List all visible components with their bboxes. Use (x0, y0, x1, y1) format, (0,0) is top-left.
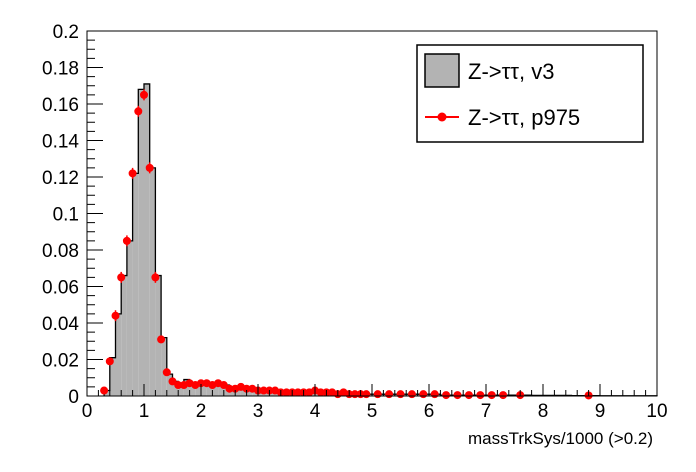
y-tick-label: 0.1 (53, 205, 79, 226)
data-point (430, 390, 439, 399)
data-point (128, 169, 137, 178)
data-point (197, 379, 205, 388)
data-point (293, 388, 302, 397)
x-tick-label: 9 (595, 401, 606, 422)
y-tick-label: 0.06 (42, 278, 79, 299)
data-point (100, 386, 109, 395)
data-point (464, 391, 473, 400)
histogram-bar (121, 275, 127, 396)
histogram-bar (206, 383, 213, 396)
histogram-bar (155, 275, 162, 396)
axis-ticks (86, 30, 658, 397)
y-tick-label: 0.04 (42, 314, 79, 335)
data-point (157, 335, 166, 344)
data-point (151, 273, 160, 282)
histogram-bar (178, 385, 184, 396)
x-tick-label: 6 (424, 401, 435, 422)
histogram-bar (212, 383, 219, 396)
data-point (362, 390, 371, 399)
histogram-bar (115, 313, 122, 396)
histogram-bar (189, 383, 196, 396)
data-point (111, 311, 120, 320)
x-tick-labels: 0 1 2 3 4 5 6 7 8 9 10 (82, 401, 668, 422)
histogram-bar (144, 83, 150, 397)
histogram-bar (195, 383, 201, 396)
data-point (453, 391, 462, 400)
y-tick-labels: 0 0.02 0.04 0.06 0.08 0.1 0.12 0.14 0.16 0.18 0.2 (42, 22, 79, 408)
y-tick-label: 0.08 (42, 241, 79, 262)
data-point (476, 391, 485, 400)
data-point (145, 163, 154, 172)
histogram-bar (132, 173, 139, 396)
histogram-bar (149, 167, 156, 396)
y-tick-label: 0.18 (42, 59, 79, 80)
y-tick-label: 0.2 (53, 22, 79, 43)
x-tick-label: 2 (196, 401, 207, 422)
data-point (499, 391, 508, 400)
histogram-bar (172, 381, 179, 396)
legend-swatch-points-marker (437, 112, 447, 122)
y-tick-label: 0.12 (42, 168, 79, 189)
x-tick-label: 8 (538, 401, 549, 422)
legend-label-points: Z->ττ, p975 (468, 105, 580, 130)
y-tick-label: 0.16 (42, 95, 79, 116)
data-point (219, 381, 228, 390)
x-tick-label: 3 (253, 401, 264, 422)
histogram-bar (201, 385, 207, 396)
histogram-bar (246, 388, 253, 396)
data-point (487, 391, 496, 400)
legend: Z->ττ, v3 Z->ττ, p975 (416, 44, 644, 143)
x-tick-label: 7 (481, 401, 492, 422)
x-tick-label: 5 (367, 401, 378, 422)
histogram-bar (166, 374, 173, 396)
data-point (442, 391, 451, 400)
histogram-bar (126, 240, 133, 396)
histogram-bar (229, 388, 236, 396)
data-point (396, 390, 405, 399)
histogram-bar (218, 385, 224, 396)
legend-swatch-histogram (424, 53, 460, 88)
data-point (316, 388, 325, 397)
histogram-bar (161, 337, 167, 396)
data-point (419, 390, 428, 399)
histogram-bar (235, 388, 241, 396)
data-point (122, 236, 131, 245)
data-point (259, 386, 268, 395)
x-tick-label: 1 (139, 401, 150, 422)
data-point (242, 384, 251, 393)
histogram-bar (109, 357, 116, 396)
legend-label-histogram: Z->ττ, v3 (468, 59, 554, 84)
x-tick-label: 0 (82, 401, 93, 422)
data-point (162, 368, 171, 377)
data-point (225, 384, 234, 393)
data-point (282, 388, 291, 397)
data-point (105, 357, 114, 366)
y-tick-label: 0.14 (42, 132, 79, 153)
histogram-bar (138, 89, 144, 397)
x-axis-title: massTrkSys/1000 (>0.2) (468, 429, 653, 448)
data-point (168, 377, 177, 386)
data-point (174, 381, 183, 390)
data-point (385, 390, 394, 399)
y-tick-label: 0 (68, 387, 79, 408)
y-tick-label: 0.02 (42, 351, 79, 372)
x-tick-label: 4 (310, 401, 321, 422)
data-point (117, 273, 126, 282)
histogram-bar (240, 388, 247, 396)
data-point (140, 90, 148, 99)
data-point (134, 107, 143, 116)
data-point (373, 390, 382, 399)
data-point (407, 390, 416, 399)
x-tick-label: 10 (646, 401, 667, 422)
